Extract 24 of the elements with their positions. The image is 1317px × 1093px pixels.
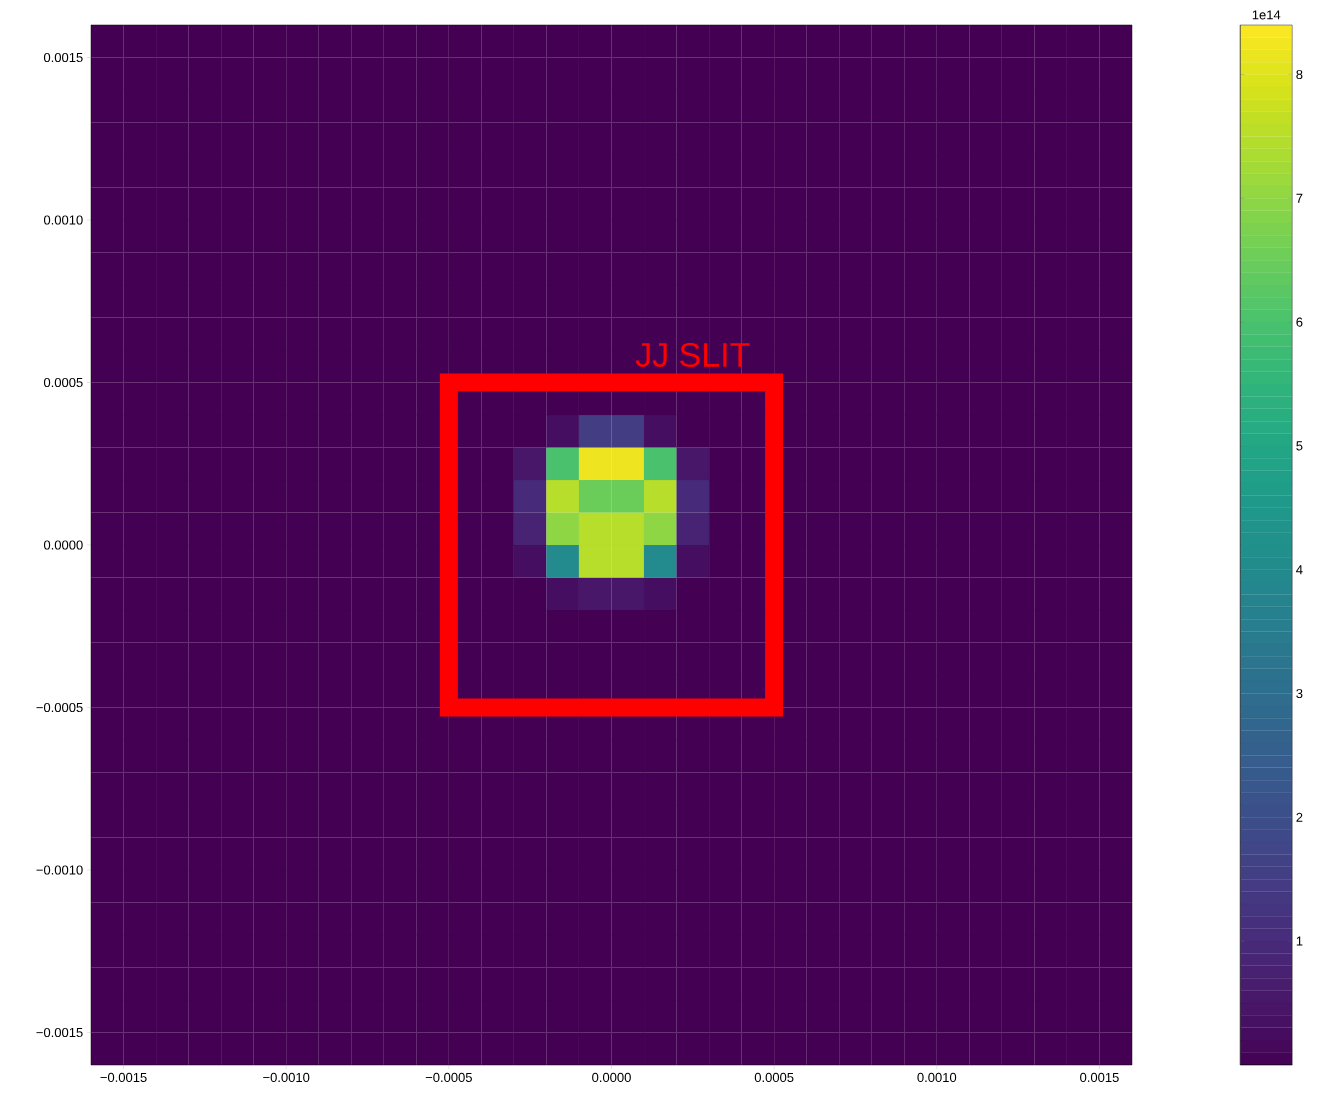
- y-tick-label: 0.0015: [43, 52, 83, 63]
- color-bar-label: 4: [1296, 565, 1303, 575]
- y-tick-label: 0.0000: [43, 540, 83, 550]
- y-tick-label: −0.0005: [36, 702, 83, 713]
- color-bar-label: 2: [1296, 812, 1303, 822]
- color-bar-label: 3: [1296, 688, 1303, 699]
- color-bar-label: 5: [1296, 441, 1303, 451]
- x-tick-label: −0.0005: [425, 1072, 472, 1082]
- annotation: JJ SLIT: [635, 342, 750, 367]
- y-tick-label: −0.0015: [36, 1027, 83, 1038]
- color-bar-label: 1: [1296, 936, 1303, 946]
- color-bar-label: 7: [1296, 193, 1303, 203]
- x-tick-label: −0.0010: [263, 1072, 310, 1082]
- x-tick-label: 0.0000: [592, 1072, 631, 1082]
- color-bar-label: 8: [1296, 69, 1303, 80]
- y-tick-label: −0.0010: [36, 865, 83, 875]
- y-tick-label: 0.0010: [43, 215, 83, 225]
- color-bar-label: 6: [1296, 317, 1303, 327]
- x-tick-label: −0.0015: [100, 1072, 147, 1082]
- color-bar-title: 1e14: [1252, 10, 1281, 20]
- y-tick-label: 0.0005: [43, 377, 83, 388]
- x-tick-label: 0.0015: [1080, 1072, 1119, 1082]
- x-tick-label: 0.0010: [917, 1072, 957, 1082]
- x-tick-label: 0.0005: [754, 1072, 794, 1082]
